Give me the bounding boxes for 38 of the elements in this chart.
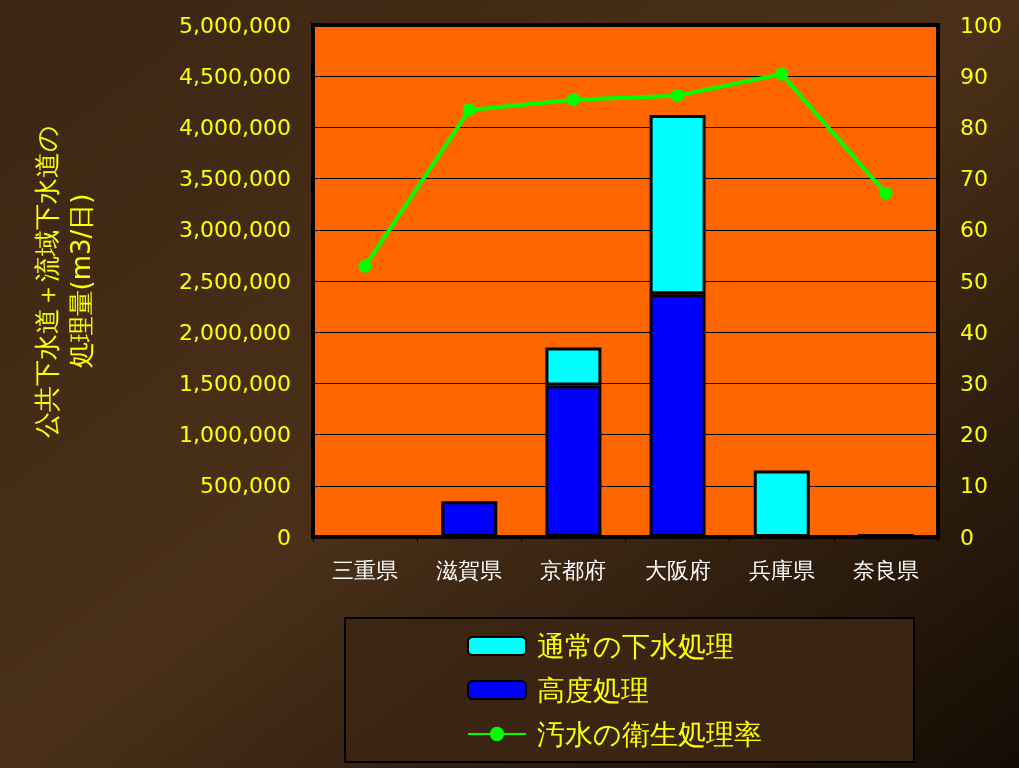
y2-tick-label: 0	[960, 524, 974, 550]
y-tick-label: 2,000,000	[179, 319, 291, 345]
y-tick-label: 4,500,000	[179, 63, 291, 89]
legend-label: 汚水の衛生処理率	[537, 717, 762, 751]
y2-tick-label: 60	[960, 217, 988, 243]
y2-tick-label: 20	[960, 422, 988, 448]
y2-tick-label: 10	[960, 473, 988, 499]
legend-label: 通常の下水処理	[537, 629, 734, 663]
point	[462, 103, 476, 117]
y-tick-label: 0	[277, 524, 291, 550]
y-tick-label: 1,500,000	[179, 370, 291, 396]
point	[775, 67, 789, 81]
x-tick-label: 大阪府	[644, 557, 711, 583]
x-tick-label: 奈良県	[852, 557, 919, 583]
y2-tick-label: 30	[960, 370, 988, 396]
y2-tick-label: 70	[960, 166, 988, 192]
y2-tick-label: 40	[960, 319, 988, 345]
y-tick-label: 5,000,000	[179, 12, 291, 38]
x-tick-label: 兵庫県	[748, 557, 815, 583]
y-tick-label: 4,000,000	[179, 114, 291, 140]
y-tick-label: 500,000	[200, 473, 291, 499]
x-tick-label: 三重県	[332, 557, 399, 583]
y2-tick-label: 50	[960, 268, 988, 294]
y-tick-label: 3,000,000	[179, 217, 291, 243]
y2-tick-label: 80	[960, 114, 988, 140]
y-tick-label: 1,000,000	[179, 422, 291, 448]
point	[566, 93, 580, 107]
point	[879, 186, 893, 200]
y2-tick-label: 100	[960, 12, 1002, 38]
y-tick-label: 3,500,000	[179, 166, 291, 192]
x-tick-label: 滋賀県	[436, 557, 503, 583]
y2-tick-label: 90	[960, 63, 988, 89]
y-axis-title: 公共下水道＋流域下水道の処理量(m3/日)	[32, 124, 96, 438]
point	[671, 89, 685, 103]
point	[358, 259, 372, 273]
y-tick-label: 2,500,000	[179, 268, 291, 294]
x-tick-label: 京都府	[540, 557, 607, 583]
legend-label: 高度処理	[537, 673, 649, 707]
